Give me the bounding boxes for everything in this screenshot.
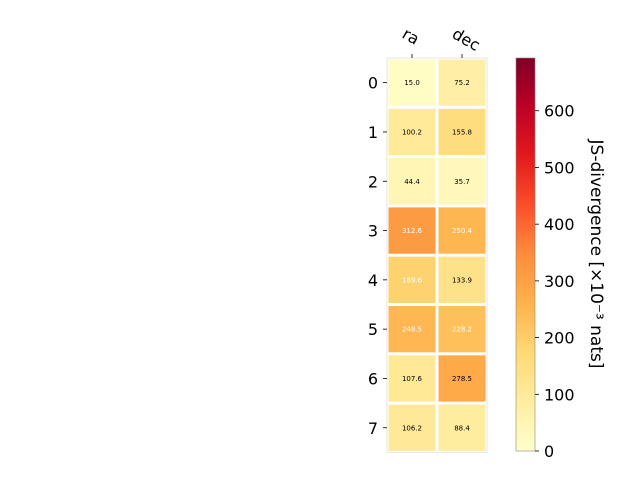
- colorbar-tick-label: 400: [544, 215, 575, 234]
- colorbar-label: JS-divergence [×10⁻³ nats]: [586, 139, 606, 369]
- heatmap-cell: [438, 59, 486, 106]
- row-label: 7: [368, 419, 378, 438]
- cell-value-label: 248.5: [402, 326, 422, 334]
- heatmap-cell: [438, 207, 486, 254]
- colorbar-tick-label: 500: [544, 158, 575, 177]
- heatmap-cell: [388, 306, 436, 353]
- cell-value-label: 106.2: [402, 424, 422, 432]
- row-label: 6: [368, 369, 378, 388]
- cell-value-label: 75.2: [454, 79, 470, 87]
- row-labels: 0 1 2 3 4 5 6 7: [368, 74, 387, 438]
- cell-value-label: 189.6: [402, 276, 423, 284]
- heatmap-cell: [438, 256, 486, 303]
- cell-value-label: 44.4: [404, 178, 420, 186]
- heatmap-cell: [438, 355, 486, 402]
- heatmap-cell: [388, 59, 436, 106]
- colorbar: [515, 57, 536, 452]
- colorbar-tick-label: 0: [544, 442, 554, 461]
- colorbar-tick-label: 600: [544, 102, 575, 121]
- heatmap-cell: [388, 158, 436, 205]
- row-label: 0: [368, 74, 378, 93]
- row-label: 4: [368, 271, 378, 290]
- colorbar-tick-label: 100: [544, 385, 575, 404]
- colorbar-tick-label: 300: [544, 272, 575, 291]
- column-label: dec: [449, 24, 483, 55]
- heatmap-cell: [438, 158, 486, 205]
- row-label: 2: [368, 172, 378, 191]
- heatmap-cell: [388, 108, 436, 156]
- column-label: ra: [399, 24, 423, 49]
- cell-value-label: 278.5: [452, 375, 472, 383]
- row-label: 5: [368, 320, 378, 339]
- cell-value-label: 107.6: [402, 375, 423, 383]
- cell-value-label: 88.4: [454, 424, 470, 432]
- heatmap-cell: [388, 355, 436, 402]
- colorbar-ticks: 0 100 200 300 400 500 600: [535, 102, 575, 461]
- row-label: 3: [368, 222, 378, 241]
- cell-value-label: 100.2: [402, 128, 422, 136]
- cell-value-label: 250.4: [452, 227, 473, 235]
- heatmap-cell: [388, 404, 436, 451]
- colorbar-fill: [515, 57, 536, 452]
- heatmap-cell: [438, 404, 486, 451]
- heatmap-grid: 15.0 75.2 100.2 155.8 44.4 35.7 312.6 250.4 189.…: [386, 57, 488, 453]
- cell-value-label: 15.0: [404, 79, 420, 87]
- cell-value-label: 155.8: [452, 128, 472, 136]
- cell-value-label: 35.7: [454, 178, 470, 186]
- colorbar-tick-label: 200: [544, 329, 575, 348]
- row-label: 1: [368, 123, 378, 142]
- heatmap-frame: [386, 57, 488, 453]
- heatmap-cell: [388, 256, 436, 303]
- cell-value-label: 228.2: [452, 326, 472, 334]
- cell-value-label: 133.9: [452, 276, 472, 284]
- column-labels: ra dec: [399, 24, 483, 58]
- cell-value-label: 312.6: [402, 227, 423, 235]
- heatmap-cell: [388, 207, 436, 254]
- heatmap-cell: [438, 108, 486, 156]
- heatmap-cell: [438, 306, 486, 353]
